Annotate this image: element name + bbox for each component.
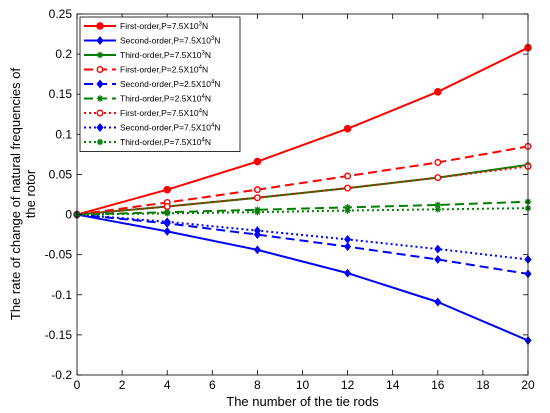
data-point [253,194,261,202]
x-tick-label: 18 [476,378,490,392]
y-tick-label: 0 [65,208,72,222]
series-line [76,145,529,216]
y-tick-label: 0.15 [49,87,73,101]
legend-box [79,16,241,152]
data-point [434,297,442,307]
data-point [344,242,352,252]
legend-marker [96,79,104,89]
data-point [254,208,261,216]
legend-marker [96,51,104,59]
x-tick-label: 16 [431,378,445,392]
legend-entry: First-order,P=2.5X104N [84,65,208,75]
legend-entry: Second-order,P=7.5X103N [84,36,220,46]
x-tick-label: 8 [254,378,261,392]
y-tick-label: -0.15 [45,328,73,342]
series-line [76,213,529,275]
legend-label: Second-order,P=7.5X104N [120,123,220,133]
x-tick-label: 14 [386,378,400,392]
series-line [76,165,529,216]
series-line [76,213,529,342]
x-tick-label: 0 [74,378,81,392]
legend: First-order,P=7.5X103N Second-order,P=7.5… [79,16,241,152]
y-tick-label: -0.05 [45,248,73,262]
legend-marker [96,36,104,45]
y-axis-label-line-2: the rotor [23,169,38,218]
series-7 [73,162,532,219]
legend-entry: First-order,P=7.5X103N [84,21,208,31]
series-line [76,207,529,216]
legend-entry: Second-order,P=2.5X104N [84,79,220,89]
series-line [76,213,529,261]
data-point [163,203,171,211]
data-point [434,88,442,96]
y-tick-label: -0.1 [51,288,72,302]
x-tick-label: 6 [209,378,216,392]
legend-entry: Second-order,P=7.5X104N [84,123,220,133]
data-point [344,184,352,192]
legend-entry: Third-order,P=7.5X103N [84,50,211,60]
data-point [253,186,261,194]
x-tick-label: 10 [296,378,310,392]
series-line [76,46,529,216]
y-tick-label: 0.05 [49,167,73,181]
series-layer [73,43,532,345]
data-point [343,124,352,133]
data-point [344,204,351,211]
legend-marker [96,22,104,30]
legend-label: Third-order,P=7.5X104N [120,137,211,147]
y-tick-label: 0.2 [55,47,72,61]
data-point [434,206,441,213]
y-axis-label-line-1: The rate of change of natural frequencie… [8,68,23,321]
data-point [434,158,442,166]
legend-marker [96,65,104,73]
legend-marker [96,109,104,117]
legend-entry: Third-order,P=2.5X104N [84,94,211,104]
data-point [163,217,171,227]
x-tick-label: 4 [164,378,171,392]
legend-marker [96,95,104,102]
data-point [163,185,171,194]
y-tick-label: -0.2 [51,368,72,382]
legend-label: Third-order,P=7.5X103N [120,50,211,60]
tick-layer: 0 2 4 6 8 10 12 14 16 18 20 -0.2 -0.15 -0.1 -0.05 0 0.05… [45,7,535,392]
legend-label: Second-order,P=7.5X103N [120,36,220,46]
legend-entry: First-order,P=7.5X104N [84,108,208,118]
legend-label: First-order,P=7.5X103N [120,21,208,31]
data-point [164,210,171,217]
legend-marker [96,123,104,132]
data-point [344,172,352,180]
data-point [253,226,261,236]
data-point [253,157,262,166]
data-point [163,226,171,236]
y-tick-label: 0.1 [55,127,72,141]
data-point [344,207,351,214]
data-point [434,244,442,254]
data-point [434,255,442,264]
data-point [253,245,261,255]
x-tick-label: 2 [119,378,126,392]
legend-label: Third-order,P=2.5X104N [120,94,211,104]
legend-label: First-order,P=2.5X104N [120,65,208,75]
legend-label: Second-order,P=2.5X104N [120,79,220,89]
data-point [434,174,442,182]
x-tick-label: 12 [341,378,355,392]
x-tick-label: 20 [521,378,535,392]
legend-marker [96,138,104,146]
y-axis-label: The rate of change of natural frequencie… [8,68,38,321]
legend-entry: Third-order,P=7.5X104N [84,137,211,147]
legend-label: First-order,P=7.5X104N [120,108,208,118]
data-point [344,234,352,244]
data-point [344,268,352,278]
x-axis-label: The number of the tie rods [226,394,379,409]
y-tick-label: 0.25 [49,7,73,21]
data-point [434,201,441,209]
